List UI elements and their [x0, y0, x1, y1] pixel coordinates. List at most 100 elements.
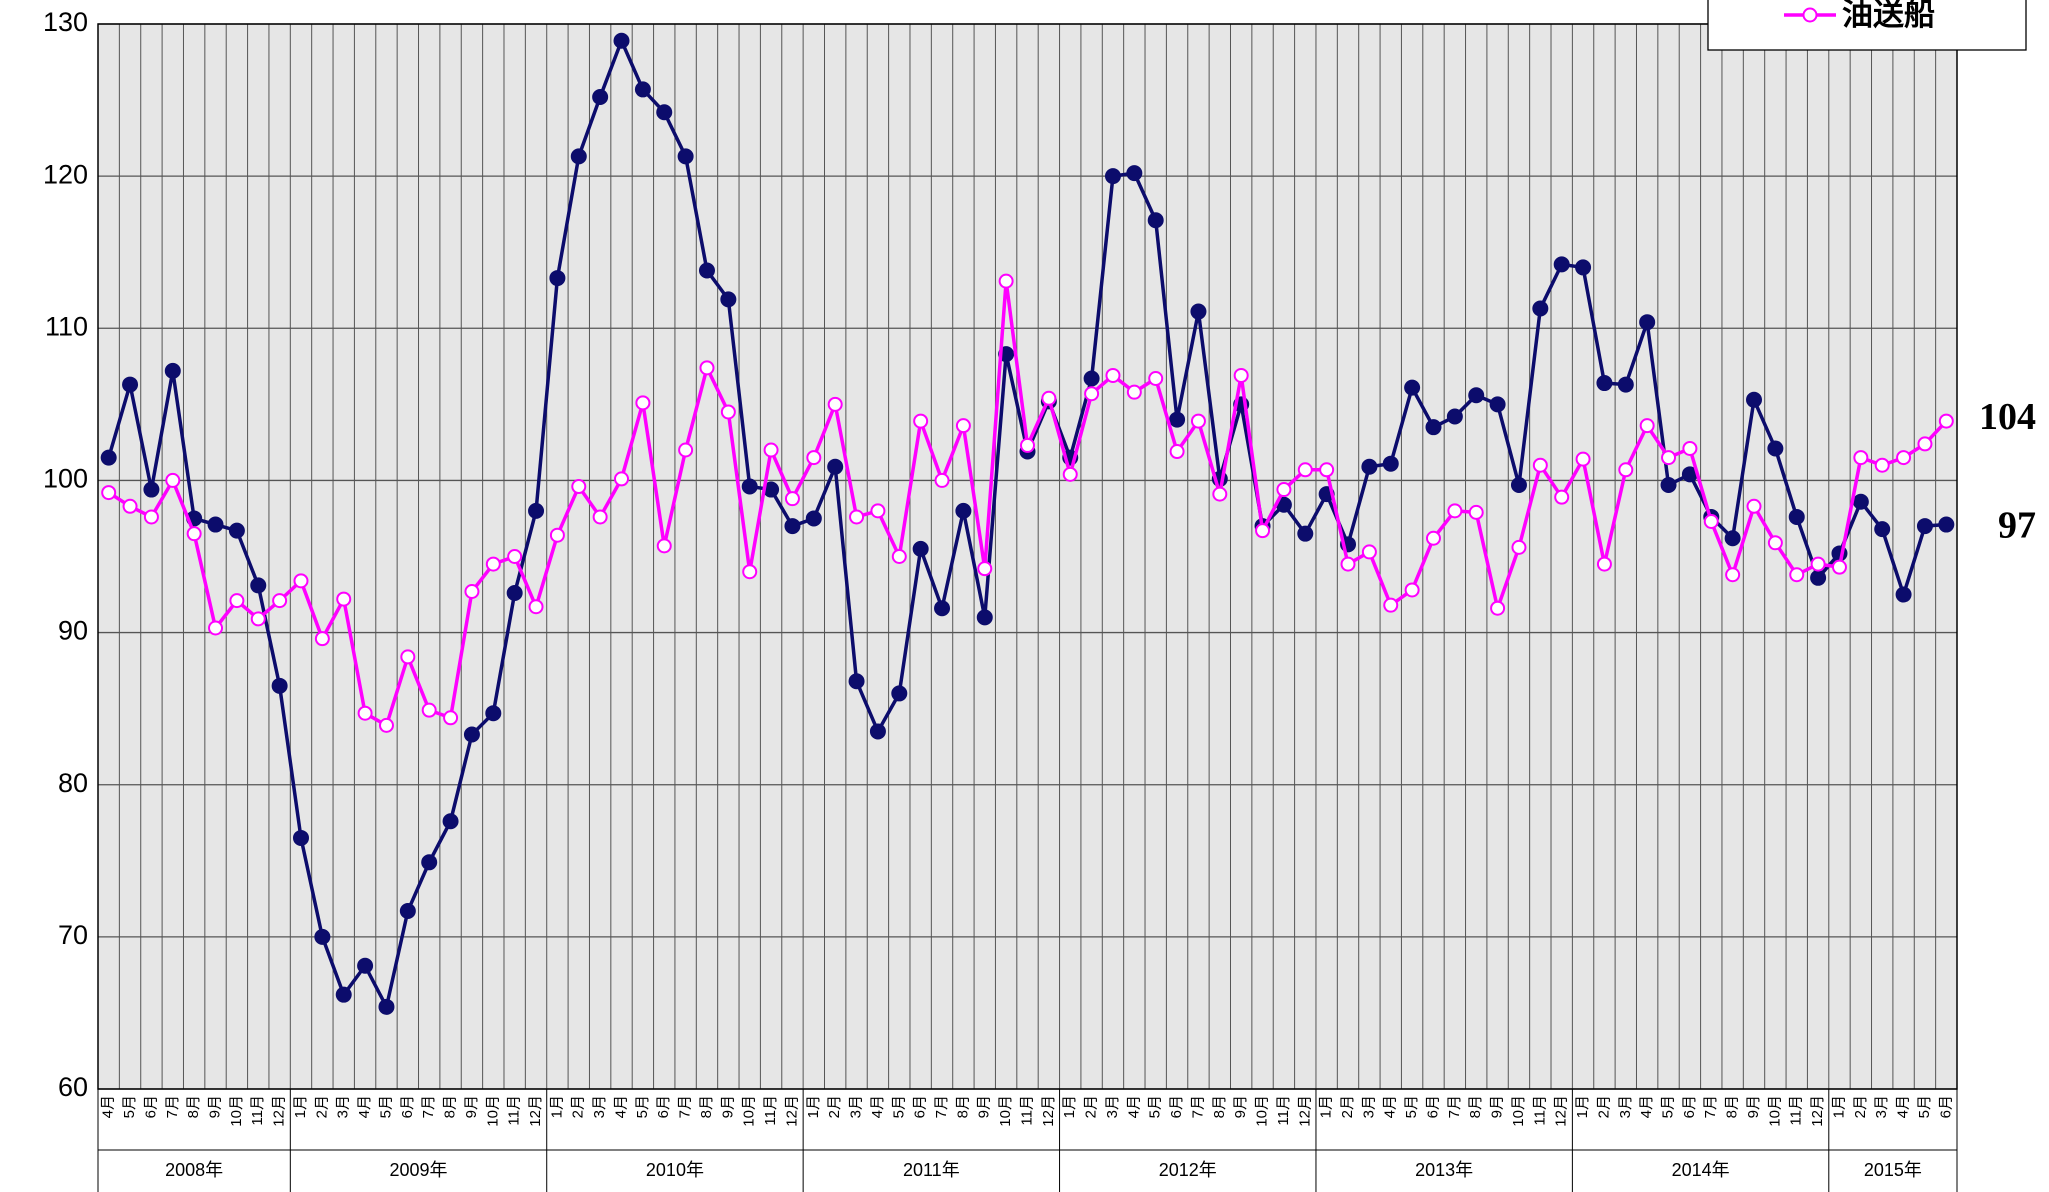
- data-point: [506, 585, 523, 602]
- data-point: [1554, 489, 1570, 505]
- data-point: [806, 450, 822, 466]
- x-tick-label: 6月: [1681, 1095, 1698, 1118]
- data-point: [614, 471, 630, 487]
- data-point: [848, 673, 865, 690]
- data-point: [1661, 450, 1677, 466]
- data-point: [976, 609, 993, 626]
- data-point: [421, 702, 437, 718]
- data-point: [635, 395, 651, 411]
- x-tick-label: 7月: [1702, 1095, 1719, 1118]
- data-point: [443, 710, 459, 726]
- data-point: [1639, 314, 1656, 331]
- data-point: [378, 998, 395, 1015]
- x-tick-label: 4月: [869, 1095, 886, 1118]
- data-point: [955, 418, 971, 434]
- data-point: [485, 556, 501, 572]
- data-point: [1896, 450, 1912, 466]
- data-point: [1852, 493, 1869, 510]
- legend-label: 油送船: [1842, 0, 1935, 32]
- x-tick-label: 2月: [570, 1095, 587, 1118]
- data-point: [1147, 212, 1164, 229]
- data-point: [1404, 379, 1421, 396]
- data-point: [678, 442, 694, 458]
- data-point: [1233, 367, 1249, 383]
- x-tick-label: 11月: [1531, 1095, 1548, 1126]
- x-tick-label: 7月: [677, 1095, 694, 1118]
- data-point: [143, 481, 160, 498]
- data-point: [1703, 514, 1719, 530]
- x-tick-label: 6月: [1937, 1095, 1954, 1118]
- end-label: 104: [1979, 396, 2036, 438]
- data-point: [463, 726, 480, 743]
- data-point: [1510, 476, 1527, 493]
- x-tick-label: 1月: [1061, 1095, 1078, 1118]
- data-point: [977, 561, 993, 577]
- x-tick-label: 10月: [1766, 1095, 1783, 1127]
- data-point: [1169, 411, 1186, 428]
- data-point: [1618, 462, 1634, 478]
- data-point: [827, 458, 844, 475]
- x-tick-label: 3月: [1873, 1095, 1890, 1118]
- y-tick-label: 80: [58, 768, 88, 798]
- data-point: [1874, 521, 1891, 538]
- data-point: [870, 503, 886, 519]
- data-point: [485, 705, 502, 722]
- end-label: 97: [1998, 504, 2036, 546]
- x-tick-label: 12月: [1040, 1095, 1057, 1127]
- data-point: [1126, 165, 1143, 182]
- x-tick-label: 10月: [997, 1095, 1014, 1127]
- data-point: [1190, 303, 1207, 320]
- data-point: [1468, 387, 1485, 404]
- data-point: [1361, 458, 1378, 475]
- x-tick-label: 3月: [335, 1095, 352, 1118]
- x-tick-label: 2月: [1595, 1095, 1612, 1118]
- data-point: [1724, 530, 1741, 547]
- data-point: [1297, 462, 1313, 478]
- data-point: [208, 620, 224, 636]
- x-tick-label: 5月: [121, 1095, 138, 1118]
- data-point: [849, 509, 865, 525]
- data-point: [143, 509, 159, 525]
- x-tick-label: 5月: [1660, 1095, 1677, 1118]
- data-point: [1682, 440, 1698, 456]
- data-point: [720, 404, 736, 420]
- data-point: [1446, 408, 1463, 425]
- data-point: [656, 104, 673, 121]
- legend-marker: [1802, 7, 1818, 23]
- data-point: [741, 478, 758, 495]
- year-label: 2011年: [903, 1160, 960, 1180]
- x-tick-label: 8月: [698, 1095, 715, 1118]
- data-point: [164, 362, 181, 379]
- data-point: [805, 510, 822, 527]
- x-tick-label: 2月: [1083, 1095, 1100, 1118]
- data-point: [1938, 413, 1954, 429]
- x-tick-label: 3月: [1104, 1095, 1121, 1118]
- data-point: [186, 526, 202, 542]
- data-point: [442, 813, 459, 830]
- data-point: [400, 649, 416, 665]
- data-point: [1212, 486, 1228, 502]
- x-tick-label: 8月: [185, 1095, 202, 1118]
- x-tick-label: 3月: [591, 1095, 608, 1118]
- data-point: [1190, 413, 1206, 429]
- x-tick-label: 7月: [1446, 1095, 1463, 1118]
- data-point: [1596, 375, 1613, 392]
- data-point: [228, 522, 245, 539]
- x-tick-label: 6月: [142, 1095, 159, 1118]
- data-point: [656, 538, 672, 554]
- data-point: [1788, 508, 1805, 525]
- x-tick-label: 12月: [271, 1095, 288, 1127]
- y-tick-label: 130: [43, 7, 88, 37]
- data-point: [699, 360, 715, 376]
- data-point: [1104, 168, 1121, 185]
- data-point: [1020, 437, 1035, 453]
- data-point: [998, 273, 1014, 289]
- data-point: [122, 376, 139, 393]
- data-point: [1874, 457, 1890, 473]
- data-point: [528, 599, 544, 615]
- x-tick-label: 4月: [356, 1095, 373, 1118]
- data-point: [528, 502, 545, 519]
- data-point: [1489, 396, 1506, 413]
- data-point: [1062, 466, 1078, 482]
- x-tick-label: 1月: [1830, 1095, 1847, 1118]
